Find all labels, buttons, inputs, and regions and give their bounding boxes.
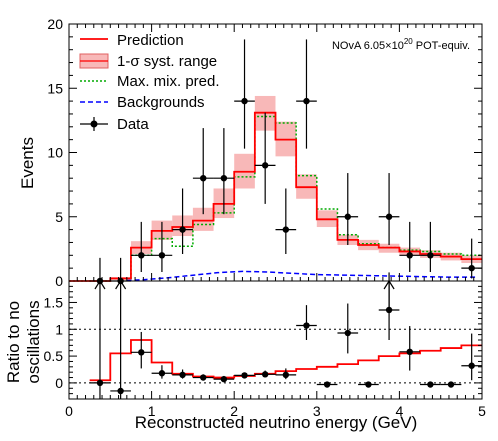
top-y-axis-label: Events [18, 137, 37, 189]
x-tick-label: 0 [65, 403, 73, 419]
ratio-data-point [385, 306, 393, 314]
x-tick-label: 2 [230, 403, 238, 419]
data-point [200, 175, 207, 182]
ratio-data-point [447, 381, 455, 388]
ratio-data-point [427, 381, 434, 388]
data-point [220, 175, 228, 182]
ratio-data-layer [89, 272, 482, 399]
ratio-data-point [200, 374, 207, 381]
top-y-tick-label: 15 [47, 80, 63, 96]
legend-label-max-mix: Max. mix. pred. [117, 73, 220, 90]
top-y-axis-ticks: 0 5 10 15 20 [47, 16, 483, 289]
x-tick-label: 3 [313, 403, 321, 419]
bottom-axis-ticks: 0 0.5 1 1.5 0 1 2 3 4 5 [44, 285, 486, 419]
data-point [427, 252, 434, 259]
x-tick-label: 5 [478, 403, 486, 419]
bottom-y-tick-label: 0.5 [44, 348, 64, 364]
data-point [282, 226, 290, 233]
ratio-data-point [158, 370, 166, 377]
ratio-data-point [138, 349, 145, 356]
ratio-data-point [241, 372, 248, 379]
ratio-data-point [323, 381, 331, 388]
data-point [158, 252, 166, 259]
top-y-tick-label: 10 [47, 145, 63, 161]
top-y-tick-label: 5 [55, 209, 63, 225]
data-point [261, 162, 269, 169]
legend-label-data: Data [117, 116, 149, 133]
bottom-y-axis-label-line1: Ratio to no [4, 301, 23, 383]
data-point [179, 226, 186, 233]
legend: Prediction 1-σ syst. range Max. mix. pre… [79, 32, 220, 133]
data-point [138, 252, 145, 259]
data-point [303, 97, 310, 105]
data-point [344, 213, 351, 220]
ratio-data-point [365, 381, 372, 388]
ratio-data-point [179, 371, 186, 379]
prediction-line [69, 111, 482, 282]
data-point [385, 213, 393, 220]
ratio-data-point [406, 348, 413, 355]
legend-swatch-data-marker [90, 120, 98, 128]
x-tick-label: 1 [148, 403, 156, 419]
exposure-annotation: NOvA 6.05×1020 POT-equiv. [332, 37, 470, 52]
top-y-tick-label: 0 [55, 273, 63, 289]
x-tick-label: 4 [396, 403, 404, 419]
ratio-data-point [261, 371, 269, 378]
legend-label-backgrounds: Backgrounds [117, 94, 205, 111]
data-point [406, 252, 413, 259]
ratio-data-point [468, 362, 475, 369]
prediction-lines-layer [69, 111, 482, 282]
legend-label-prediction: Prediction [117, 32, 184, 49]
ratio-data-point [344, 329, 351, 337]
bottom-y-tick-label: 1.5 [44, 294, 64, 310]
x-axis-label: Reconstructed neutrino energy (GeV) [135, 413, 418, 432]
ratio-data-point [220, 375, 228, 383]
top-y-tick-label: 20 [47, 16, 63, 32]
data-point [241, 97, 248, 105]
legend-label-syst-band: 1-σ syst. range [117, 53, 217, 70]
ratio-data-point [282, 371, 290, 379]
bottom-y-axis-label-line2: oscillations [24, 300, 43, 383]
reference-lines-layer [69, 328, 482, 384]
bottom-y-tick-label: 0 [55, 375, 63, 391]
bottom-y-tick-label: 1 [55, 321, 63, 337]
backgrounds-line [118, 270, 478, 282]
data-point [468, 264, 475, 272]
ratio-data-point [303, 322, 310, 329]
